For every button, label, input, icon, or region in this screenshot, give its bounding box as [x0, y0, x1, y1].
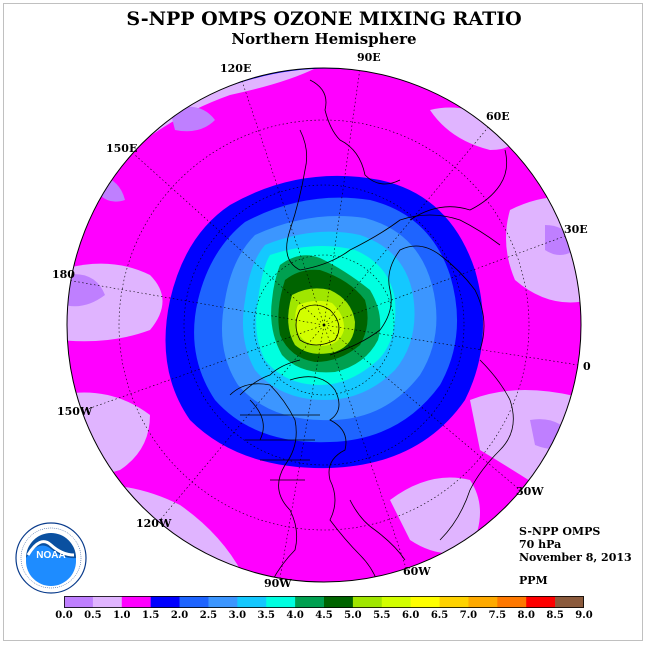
colorbar-swatch	[497, 596, 527, 608]
colorbar-swatch	[324, 596, 354, 608]
coast-north-america-east	[289, 376, 381, 582]
units-label: PPM	[519, 574, 548, 587]
colorbar-swatch	[295, 596, 325, 608]
meridian-120w	[159, 324, 325, 521]
coast-africa	[439, 359, 514, 541]
map-boundary	[66, 67, 582, 583]
colorbar-swatch	[237, 596, 267, 608]
lon-label-90e: 90E	[357, 51, 381, 64]
graticule	[67, 68, 579, 579]
colorbar-swatch	[439, 596, 469, 608]
colorbar-tick-label: 9.0	[575, 610, 593, 621]
colorbar-swatch	[468, 596, 498, 608]
noaa-logo-text: NOAA	[36, 550, 65, 561]
colorbar-border	[64, 596, 584, 608]
lon-label-60e: 60E	[486, 110, 510, 123]
colorbar-tick-label: 5.0	[344, 610, 362, 621]
colorbar-tick-label: 4.5	[315, 610, 333, 621]
noaa-logo: NOAA	[15, 522, 87, 594]
lobe-lilac-sse	[390, 477, 480, 554]
colorbar-tick-label: 0.5	[84, 610, 102, 621]
lon-label-120e: 120E	[220, 62, 252, 75]
info-date: November 8, 2013	[519, 551, 632, 564]
colorbar-tick-label: 7.5	[488, 610, 507, 621]
map-title: S-NPP OMPS OZONE MIXING RATIO	[126, 8, 522, 30]
meridian-0	[323, 324, 579, 366]
colorbar-tick-label: 6.5	[430, 610, 449, 621]
core-purple-4	[530, 419, 575, 449]
core-purple-2	[67, 274, 105, 307]
lobe-lilac-ne	[430, 107, 513, 150]
coast-greenland	[295, 304, 340, 346]
colorbar-swatch	[555, 596, 584, 608]
colorbar-tick-label: 1.0	[113, 610, 131, 621]
meridian-90w	[279, 324, 325, 579]
lon-label-90w: 90W	[264, 577, 292, 590]
colorbar-swatch	[64, 596, 94, 608]
lon-label-60w: 60W	[403, 565, 431, 578]
colorbar-swatch	[266, 596, 296, 608]
parallel-50	[183, 184, 465, 466]
core-purple-5	[545, 225, 575, 255]
lon-label-150e: 150E	[106, 142, 138, 155]
coastlines	[229, 79, 514, 582]
info-level: 70 hPa	[519, 538, 562, 551]
colorbar-tick-label: 2.5	[199, 610, 218, 621]
meridian-30e	[323, 234, 569, 326]
colorbar-swatch	[526, 596, 556, 608]
lon-label-180: 180	[52, 268, 75, 281]
info-instrument: S-NPP OMPS	[519, 525, 601, 538]
colorbar-tick-label: 1.5	[141, 610, 160, 621]
coast-east-asia	[309, 79, 401, 185]
colorbar-swatch	[150, 596, 180, 608]
colorbar-tick-label: 0.0	[55, 610, 73, 621]
colorbar-tick-label: 8.5	[546, 610, 564, 621]
colorbar-tick-label: 4.0	[286, 610, 304, 621]
colorbar-swatch	[352, 596, 383, 608]
meridian-60e	[323, 124, 491, 326]
colorbar-swatch	[179, 596, 209, 608]
colorbar-labels: 0.0 0.5 1.0 1.5 2.0 2.5 3.0 3.5 4.0 4.5 5.0 5.5 6.0 6…	[0, 610, 648, 626]
colorbar-tick-label: 7.0	[459, 610, 478, 621]
coast-india	[409, 149, 508, 221]
ozone-field	[67, 68, 581, 582]
lon-label-120w: 120W	[136, 517, 172, 530]
colorbar-tick-label: 5.5	[373, 610, 391, 621]
meridian-30w	[323, 324, 521, 491]
coast-alaska	[239, 359, 301, 396]
coast-us-states	[240, 399, 320, 481]
meridian-90e	[323, 68, 361, 326]
coast-europe	[329, 245, 485, 356]
coast-caribbean	[349, 499, 406, 561]
lon-label-30e: 30E	[564, 223, 588, 236]
map-subtitle: Northern Hemisphere	[231, 30, 417, 48]
core-purple-1	[170, 106, 215, 132]
colorbar-tick-label: 8.0	[517, 610, 535, 621]
colorbar-swatch	[92, 596, 123, 608]
colorbar-tick-label: 3.0	[228, 610, 247, 621]
lon-label-150w: 150W	[57, 405, 93, 418]
colorbar-tick-label: 2.0	[170, 610, 189, 621]
colorbar	[64, 596, 584, 608]
coast-north-america-west	[229, 383, 298, 582]
colorbar-swatch	[208, 596, 238, 608]
colorbar-swatch	[381, 596, 411, 608]
lon-label-0: 0	[583, 360, 591, 373]
lon-label-30w: 30W	[516, 485, 544, 498]
parallel-70	[253, 254, 395, 396]
product-info: S-NPP OMPS 70 hPa November 8, 2013	[519, 525, 632, 564]
parallel-30	[118, 119, 530, 531]
colorbar-swatch	[410, 596, 440, 608]
coast-asia	[286, 129, 501, 271]
meridian-180	[67, 279, 325, 326]
colorbar-tick-label: 3.5	[257, 610, 275, 621]
colorbar-tick-label: 6.0	[401, 610, 420, 621]
colorbar-swatch	[121, 596, 151, 608]
